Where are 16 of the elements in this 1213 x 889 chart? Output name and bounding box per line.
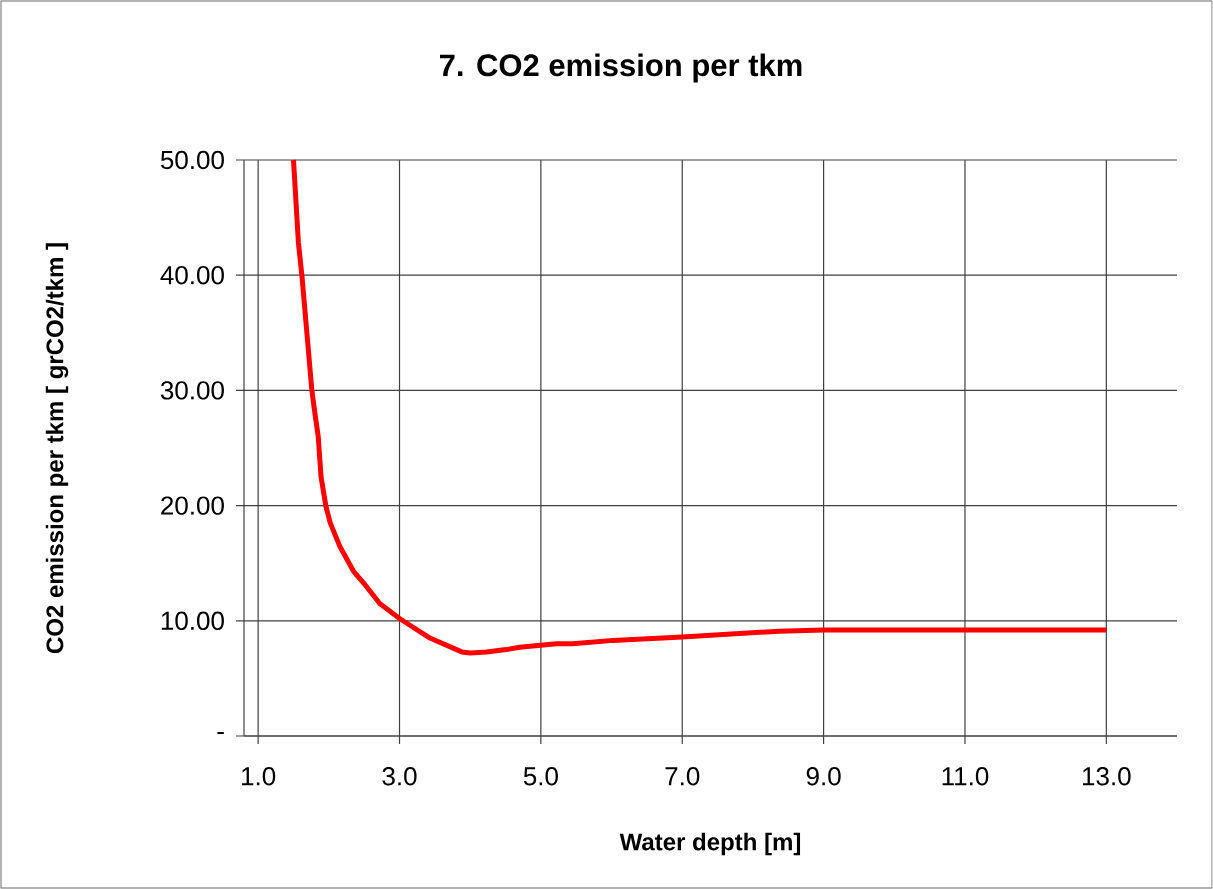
- x-tick-label: 13.0: [1083, 767, 1131, 786]
- x-tick-label: 5.0: [523, 767, 558, 786]
- y-tick-label: 40.00: [160, 265, 224, 285]
- y-axis-title: CO2 emission per tkm [ grCO2/tkm ]: [45, 243, 69, 654]
- x-tick-label: 11.0: [942, 767, 989, 786]
- chart-title: 7. CO2 emission per tkm: [439, 53, 802, 83]
- y-tick-label: -: [217, 732, 224, 735]
- x-tick-label: 3.0: [382, 767, 417, 786]
- y-tick-label: 10.00: [161, 611, 224, 630]
- x-tick-label: 1.0: [242, 767, 276, 786]
- y-tick-label: 50.00: [160, 150, 224, 170]
- x-axis-title: Water depth [m]: [619, 832, 801, 856]
- y-tick-label: 30.00: [160, 381, 224, 400]
- y-tick-label: 20.00: [161, 496, 224, 515]
- x-tick-label: 9.0: [806, 767, 841, 786]
- x-tick-label: 7.0: [665, 767, 700, 786]
